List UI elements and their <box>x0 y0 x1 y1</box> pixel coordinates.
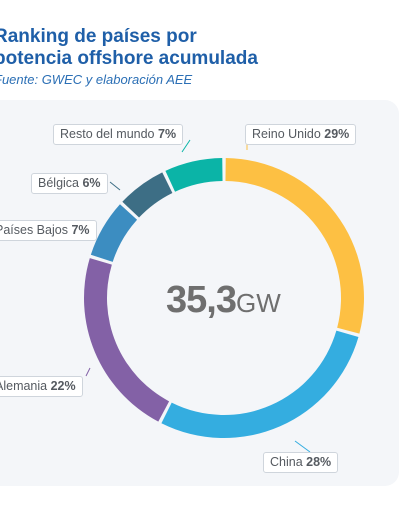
chart-title: Ranking de países por potencia offshore … <box>0 26 258 70</box>
slice-label-china: China 28% <box>263 452 339 473</box>
title-line-1: Ranking de países por <box>0 26 197 47</box>
donut-slice-belgica <box>122 172 173 218</box>
slice-label-value: 7% <box>71 223 90 237</box>
slice-label-name: Alemania <box>0 379 48 393</box>
slice-label-paises-bajos: Países Bajos 7% <box>0 220 97 241</box>
slice-label-name: Reino Unido <box>252 127 321 141</box>
slice-label-belgica: Bélgica 6% <box>31 173 108 194</box>
slice-label-name: Bélgica <box>38 176 79 190</box>
slice-label-value: 29% <box>324 127 350 141</box>
donut-slice-china <box>161 330 359 439</box>
donut-slice-alemania <box>84 258 170 422</box>
title-line-2: potencia offshore acumulada <box>0 48 258 69</box>
slice-label-value: 28% <box>306 455 332 469</box>
chart-source: Fuente: GWEC y elaboración AEE <box>0 72 193 87</box>
donut-slice-reino-unido <box>225 158 364 334</box>
leader-line-china <box>294 440 311 453</box>
donut-slice-resto-del-mundo <box>165 158 223 192</box>
slice-label-reino-unido: Reino Unido 29% <box>245 124 357 145</box>
slice-label-name: China <box>270 455 303 469</box>
center-total-value: 35,3 <box>166 279 237 321</box>
slice-label-value: 6% <box>82 176 101 190</box>
center-total: 35,3GW <box>166 279 281 322</box>
slice-label-resto-del-mundo: Resto del mundo 7% <box>53 124 184 145</box>
slice-label-name: Países Bajos <box>0 223 68 237</box>
donut-slice-paises-bajos <box>90 204 138 262</box>
leader-line-belgica <box>109 181 121 191</box>
leader-line-resto-del-mundo <box>181 139 191 153</box>
slice-label-value: 22% <box>50 379 76 393</box>
slice-label-name: Resto del mundo <box>60 127 155 141</box>
slice-label-alemania: Alemania 22% <box>0 376 83 397</box>
slice-label-value: 7% <box>158 127 177 141</box>
center-total-unit: GW <box>235 288 281 318</box>
leader-line-alemania <box>85 367 91 377</box>
